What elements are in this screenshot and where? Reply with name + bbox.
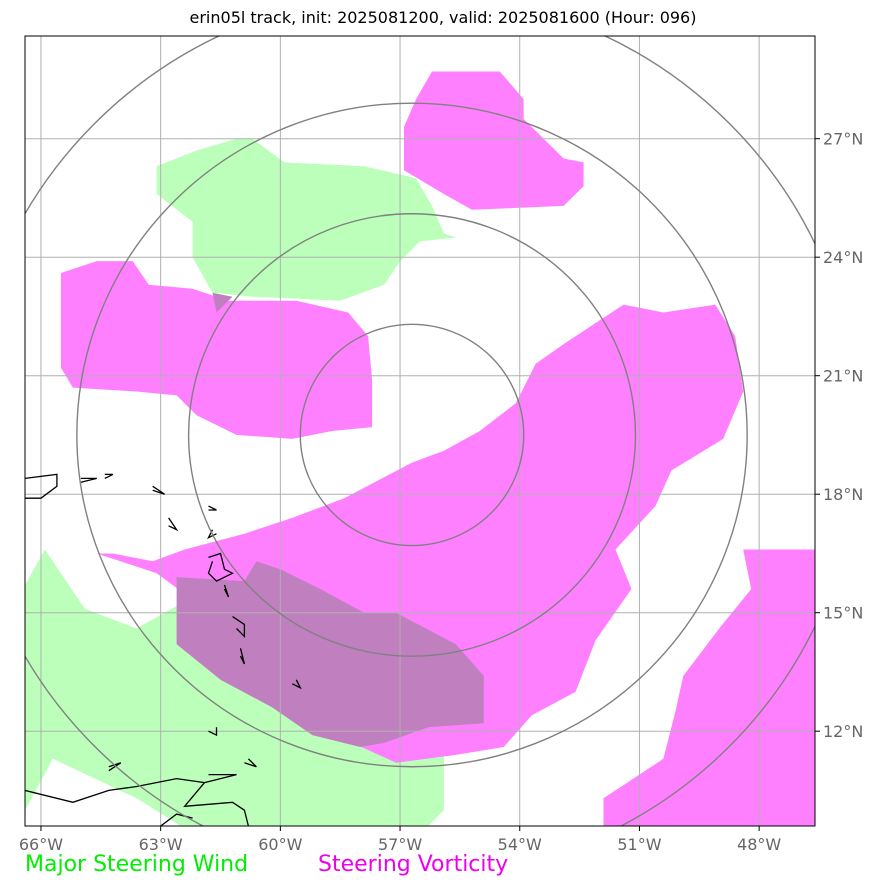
- coastline: [80, 477, 97, 483]
- map-frame: [24, 35, 816, 827]
- coastline: [223, 584, 230, 598]
- overlap-region: [176, 561, 484, 747]
- lat-tick-label: 15°N: [823, 604, 863, 623]
- coastlines: [25, 473, 302, 826]
- coastline: [168, 517, 179, 532]
- coastline: [208, 505, 217, 511]
- coastline: [239, 648, 246, 665]
- coastline: [207, 552, 234, 582]
- lon-tick-label: 48°W: [737, 835, 781, 854]
- vorticity-region: [404, 71, 584, 210]
- lat-tick-label: 18°N: [823, 485, 863, 504]
- lat-tick-label: 21°N: [823, 367, 863, 386]
- range-ring: [299, 323, 525, 547]
- map-plot-area: [25, 36, 815, 826]
- coastline: [232, 616, 246, 638]
- lon-tick-label: 57°W: [378, 835, 422, 854]
- lat-tick-label: 27°N: [823, 130, 863, 149]
- gridlines: [25, 36, 815, 826]
- wind-region: [25, 549, 444, 826]
- coastline: [292, 679, 302, 690]
- steering-wind-layer: [25, 138, 456, 826]
- map-title: erin05l track, init: 2025081200, valid: …: [189, 8, 697, 27]
- coastline: [25, 777, 250, 826]
- coastline: [152, 485, 165, 495]
- lon-tick-label: 66°W: [19, 835, 63, 854]
- coastline: [204, 773, 237, 784]
- lon-tick-label: 60°W: [258, 835, 302, 854]
- lon-tick-label: 54°W: [498, 835, 542, 854]
- range-rings: [25, 36, 815, 826]
- vorticity-region: [60, 261, 373, 439]
- coastline: [104, 473, 114, 479]
- lon-tick-label: 63°W: [139, 835, 183, 854]
- lat-tick-label: 24°N: [823, 248, 863, 267]
- overlap-region: [212, 292, 233, 313]
- vorticity-region: [603, 549, 815, 826]
- coastline: [208, 727, 218, 737]
- coastline: [25, 473, 58, 499]
- legend-steering-wind: Major Steering Wind: [25, 852, 249, 877]
- range-ring: [187, 213, 637, 657]
- coastline: [108, 762, 122, 772]
- overlap-layer: [176, 292, 484, 747]
- lat-tick-label: 12°N: [823, 722, 863, 741]
- wind-region: [156, 138, 456, 301]
- legend-steering-vorticity: Steering Vorticity: [318, 852, 509, 877]
- lon-tick-label: 51°W: [617, 835, 661, 854]
- coastline: [244, 758, 257, 768]
- axis-ticks: 66°W 63°W 60°W 57°W 54°W 51°W 48°W 12°N 15°N 18°N…: [19, 130, 863, 854]
- range-ring: [76, 102, 748, 768]
